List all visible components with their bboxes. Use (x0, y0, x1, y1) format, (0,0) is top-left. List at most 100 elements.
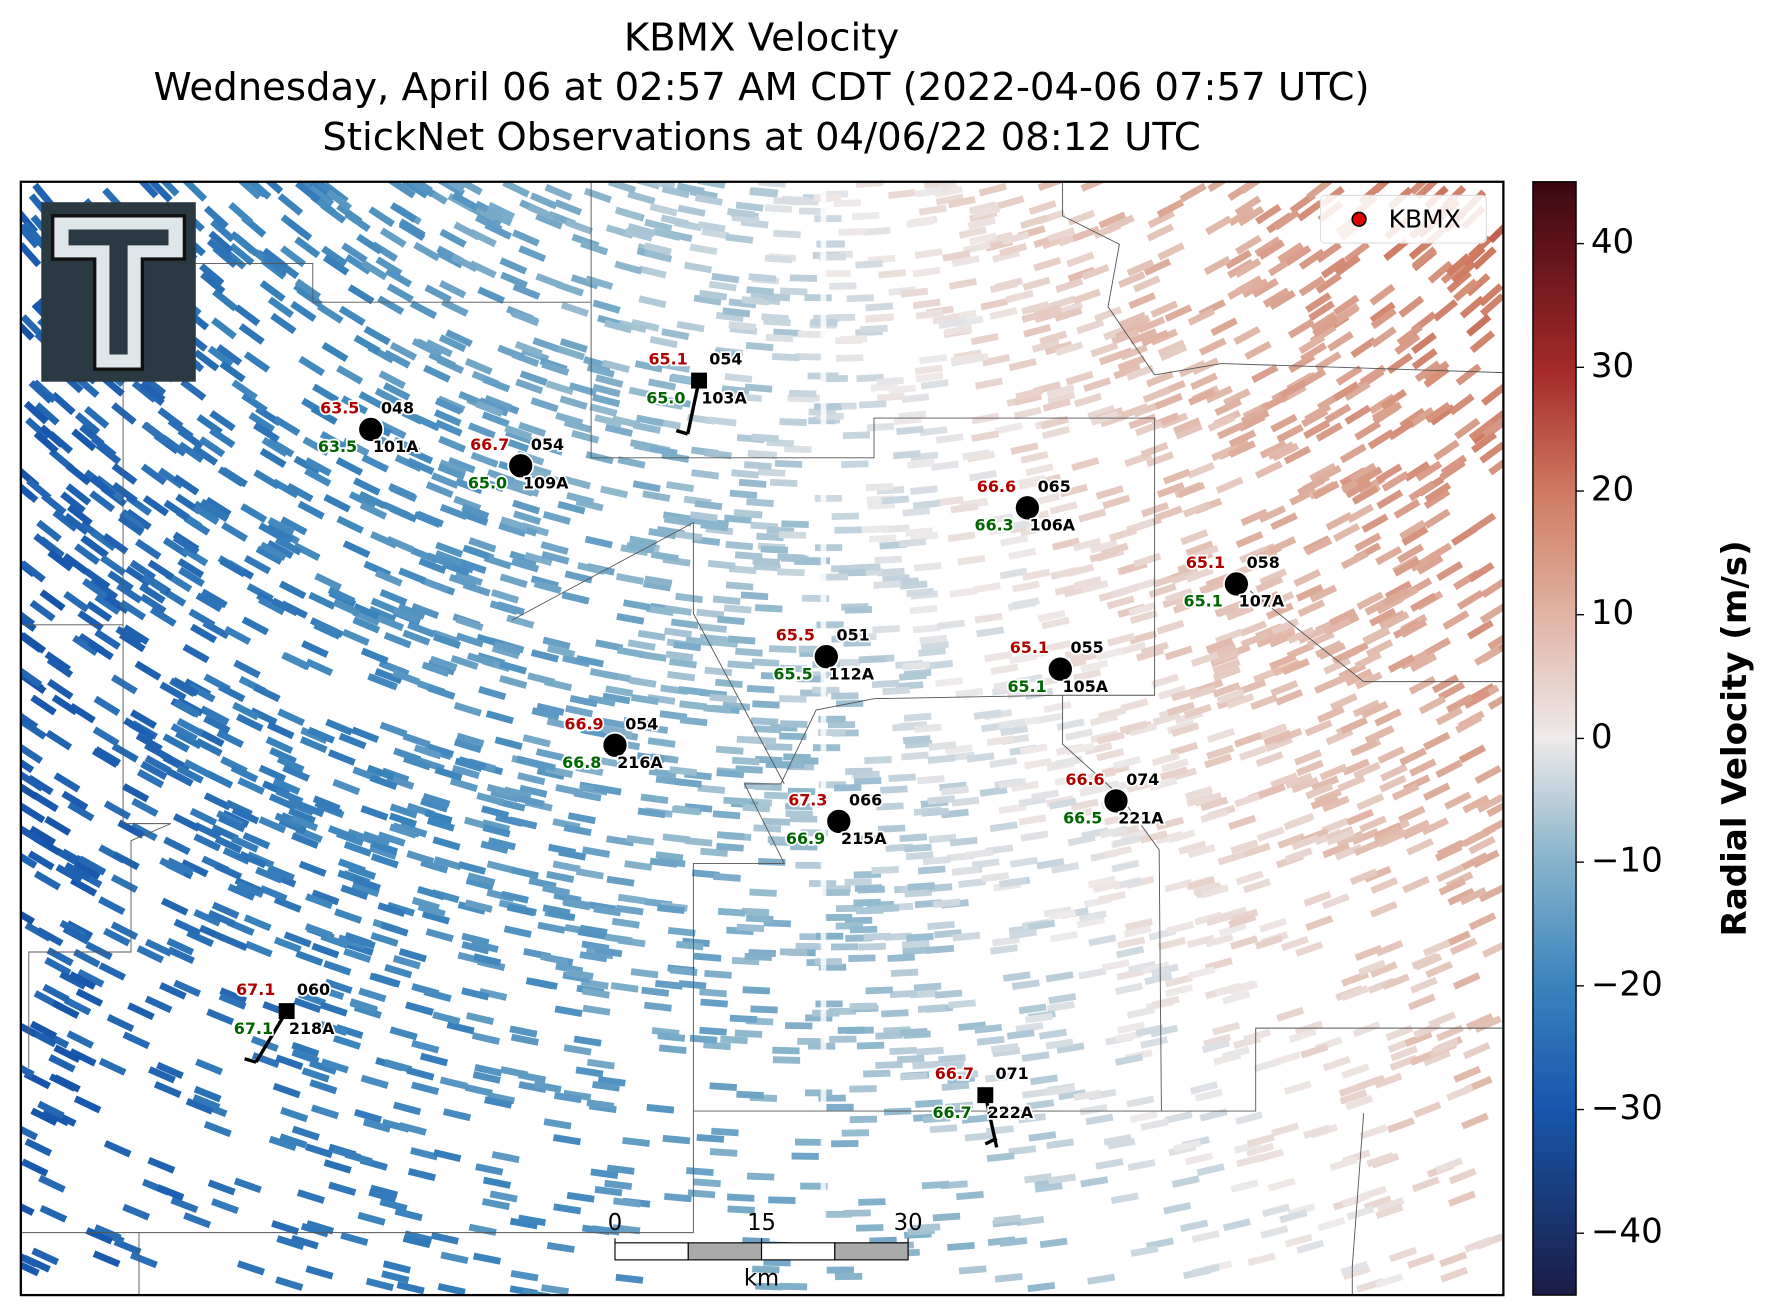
radar-gate (1073, 392, 1103, 408)
radar-gate (1284, 847, 1313, 863)
radar-gate (243, 351, 271, 373)
radar-gate (1340, 1261, 1369, 1276)
radar-gate (249, 707, 278, 726)
radar-gate (1171, 722, 1200, 737)
radar-gate (714, 348, 743, 359)
radar-gate (20, 316, 35, 341)
radar-gate (288, 807, 316, 824)
radar-gate (141, 573, 168, 595)
radar-gate (1042, 640, 1072, 653)
radar-gate (304, 923, 333, 939)
radar-gate (1440, 454, 1468, 476)
radar-gate (956, 1190, 984, 1201)
radar-gate (814, 544, 843, 552)
radar-gate (781, 195, 810, 204)
radar-gate (1427, 260, 1454, 284)
radar-gate (851, 211, 880, 221)
radar-gate (1073, 576, 1102, 590)
radar-gate (723, 604, 752, 614)
radar-gate (223, 625, 252, 645)
radar-gate (753, 824, 782, 833)
radar-gate (542, 884, 571, 897)
radar-gate (1370, 307, 1397, 330)
radar-gate (1251, 364, 1279, 384)
radar-gate (728, 565, 757, 575)
radar-gate (293, 997, 322, 1014)
pressure: 054 (531, 435, 564, 454)
radar-gate (38, 1174, 66, 1193)
radar-gate (1310, 793, 1339, 810)
radar-gate (880, 785, 908, 794)
radar-gate (616, 646, 646, 659)
radar-gate (717, 907, 746, 917)
radar-gate (1054, 774, 1083, 787)
radar-gate (356, 233, 383, 255)
radar-gate (1359, 1124, 1388, 1140)
radar-gate (130, 822, 158, 842)
radar-gate (447, 456, 476, 474)
radar-gate (1296, 1239, 1325, 1254)
radar-gate (304, 457, 332, 477)
radar-gate (465, 877, 494, 891)
radar-gate (1024, 1173, 1053, 1184)
radar-gate (708, 280, 737, 292)
radar-gate (385, 267, 413, 288)
radar-gate (982, 354, 1011, 367)
radar-gate (455, 478, 483, 495)
wind-barb-flag (675, 428, 689, 436)
radar-gate (1435, 706, 1463, 726)
radar-gate (342, 628, 370, 646)
radar-gate (693, 952, 722, 962)
radar-gate (210, 219, 236, 243)
radar-gate (1242, 409, 1270, 428)
radar-gate (527, 672, 556, 686)
pressure: 060 (297, 980, 330, 999)
radar-gate (1173, 1139, 1202, 1153)
radar-gate (299, 736, 328, 754)
radar-gate (112, 851, 140, 871)
radar-gate (1431, 674, 1460, 694)
radar-gate (1401, 526, 1429, 546)
radar-gate (1022, 1088, 1050, 1099)
radar-gate (453, 738, 482, 754)
radar-gate (1037, 609, 1066, 623)
radar-gate (969, 470, 998, 482)
radar-gate (269, 747, 297, 765)
radar-gate (1422, 782, 1451, 801)
radar-gate (661, 361, 691, 373)
radar-gate (604, 319, 633, 334)
radar-gate (1034, 712, 1063, 725)
radar-gate (332, 778, 361, 796)
radar-gate (993, 679, 1022, 691)
radar-gate (1141, 961, 1170, 975)
temperature: 66.7 (470, 435, 509, 454)
radar-gate (779, 418, 807, 426)
radar-gate (689, 1034, 718, 1044)
radar-gate (691, 469, 720, 480)
radar-gate (85, 600, 113, 622)
radar-gate (1270, 413, 1298, 433)
radar-gate (1379, 774, 1407, 793)
radar-gate (1314, 351, 1342, 372)
radar-gate (29, 825, 57, 846)
radar-gate (1146, 223, 1175, 242)
radar-gate (139, 380, 166, 403)
radar-gate (84, 568, 111, 590)
radar-gate (923, 181, 952, 189)
radar-gate (1154, 392, 1183, 410)
radar-gate (1073, 537, 1102, 552)
radar-gate (22, 220, 46, 247)
radar-gate (765, 760, 794, 769)
radar-gate (774, 459, 803, 468)
radar-gate (467, 422, 496, 439)
radar-gate (1414, 953, 1443, 971)
radar-gate (865, 986, 894, 995)
radar-gate (316, 303, 344, 324)
radar-gate (611, 917, 640, 929)
radar-gate (1411, 332, 1437, 355)
radar-gate (791, 1152, 819, 1160)
radar-gate (1366, 1152, 1395, 1168)
radar-gate (1212, 682, 1241, 698)
station-id: 216A (617, 753, 663, 772)
radar-gate (994, 1273, 1023, 1283)
